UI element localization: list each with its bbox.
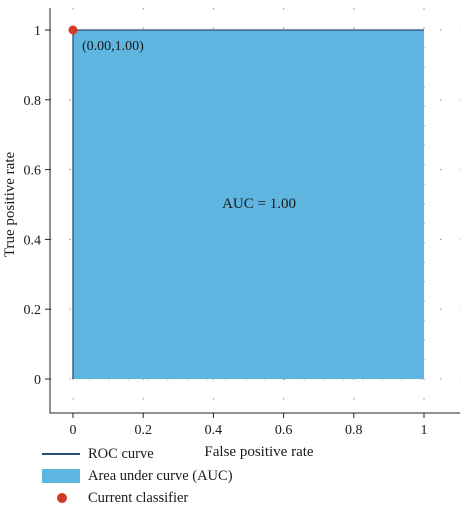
x-tick-label: 0.6 xyxy=(275,423,293,438)
x-tick-label: 0.4 xyxy=(205,423,223,438)
y-tick-label: 0.4 xyxy=(24,233,42,248)
axes-frame xyxy=(49,8,460,414)
legend-label-roc: ROC curve xyxy=(88,446,154,462)
x-tick-label: 1 xyxy=(421,423,428,438)
auc-swatch xyxy=(42,469,80,483)
x-axis-ticks: 0 0.2 0.4 0.6 0.8 1 xyxy=(70,413,428,438)
x-axis-label: False positive rate xyxy=(204,444,313,460)
roc-swatch xyxy=(42,453,80,455)
y-tick-label: 1 xyxy=(34,24,41,39)
auc-annotation: AUC = 1.00 xyxy=(222,196,296,212)
x-tick-label: 0 xyxy=(70,423,77,438)
current-classifier-label: (0.00,1.00) xyxy=(82,39,144,54)
auc-area xyxy=(73,30,424,379)
y-tick-label: 0.2 xyxy=(24,303,42,318)
legend-label-classifier: Current classifier xyxy=(88,490,189,506)
x-tick-label: 0.8 xyxy=(345,423,363,438)
y-axis-label: True positive rate xyxy=(2,152,18,258)
x-tick-label: 0.2 xyxy=(134,423,152,438)
legend-label-auc: Area under curve (AUC) xyxy=(88,468,233,484)
classifier-swatch xyxy=(57,493,67,503)
current-classifier-point xyxy=(68,25,78,35)
y-tick-label: 0.8 xyxy=(24,94,42,109)
y-tick-label: 0.6 xyxy=(24,164,42,179)
y-axis-ticks: 0 0.2 0.4 0.6 0.8 1 xyxy=(24,24,50,388)
y-tick-label: 0 xyxy=(34,373,41,388)
